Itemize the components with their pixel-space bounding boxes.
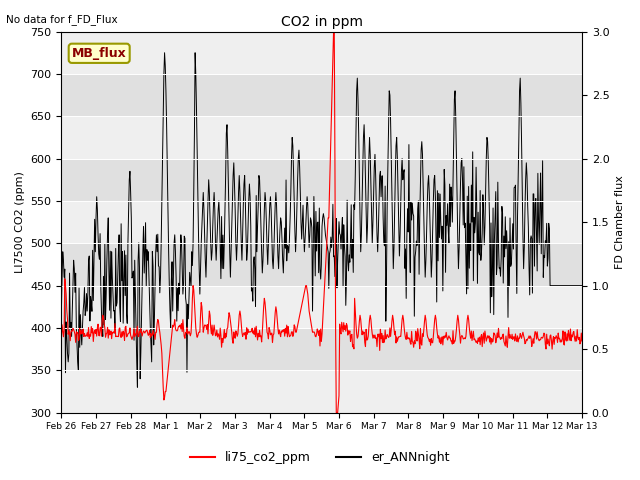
- Bar: [61, 201, 582, 243]
- Bar: [61, 328, 582, 371]
- Bar: [61, 32, 582, 74]
- Bar: [61, 158, 582, 201]
- Text: MB_flux: MB_flux: [72, 47, 127, 60]
- Bar: [61, 286, 582, 328]
- Bar: [61, 371, 582, 413]
- Legend: li75_co2_ppm, er_ANNnight: li75_co2_ppm, er_ANNnight: [186, 446, 454, 469]
- Bar: [61, 116, 582, 158]
- Bar: [61, 74, 582, 116]
- Y-axis label: LI7500 CO2 (ppm): LI7500 CO2 (ppm): [15, 171, 25, 273]
- Title: CO2 in ppm: CO2 in ppm: [281, 15, 363, 29]
- Text: No data for f_FD_Flux: No data for f_FD_Flux: [6, 14, 118, 25]
- Bar: [61, 243, 582, 286]
- Y-axis label: FD Chamber flux: FD Chamber flux: [615, 175, 625, 269]
